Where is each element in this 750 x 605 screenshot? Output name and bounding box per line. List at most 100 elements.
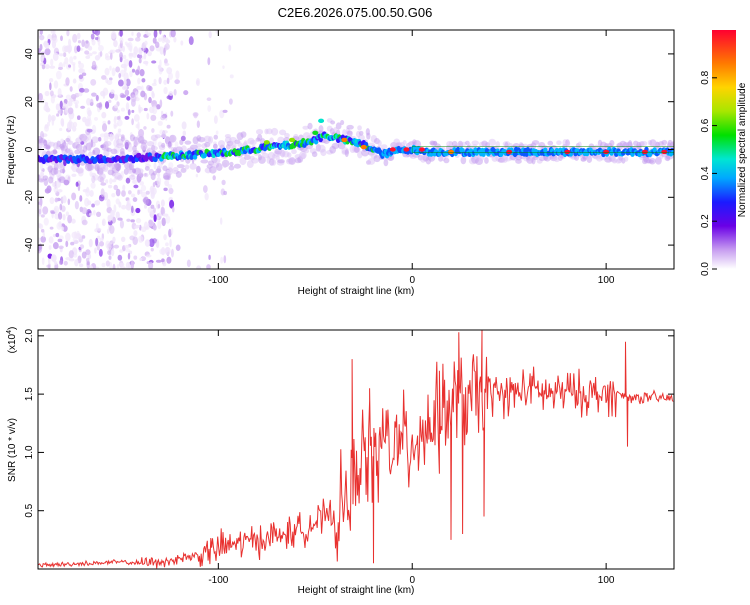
noise-cell [65, 77, 70, 86]
noise-cell [221, 179, 226, 186]
noise-cell [103, 132, 109, 138]
snr-y-tick-label: 1.5 [24, 387, 35, 401]
noise-cell [150, 114, 157, 121]
noise-cell [98, 45, 104, 52]
noise-cell [97, 137, 102, 142]
noise-cell [125, 177, 131, 184]
noise-cell [67, 107, 74, 115]
noise-cell [121, 189, 126, 197]
noise-cell [152, 182, 156, 188]
noise-cell [110, 31, 117, 40]
noise-cell [70, 165, 75, 171]
noise-cell [219, 217, 223, 225]
noise-cell [68, 64, 72, 68]
noise-cell [131, 205, 134, 214]
noise-cell [215, 30, 219, 34]
noise-cell [143, 126, 147, 130]
noise-cell [84, 50, 90, 55]
noise-cell [137, 77, 141, 85]
noise-cell [55, 232, 60, 238]
ridge-halo [146, 141, 155, 147]
ridge-halo [289, 157, 296, 165]
ridge-halo [143, 172, 149, 178]
noise-cell [120, 107, 125, 112]
ridge-halo [240, 131, 247, 138]
noise-cell [70, 241, 75, 246]
heatmap-x-tick-label: 0 [409, 275, 415, 286]
noise-cell [86, 107, 91, 116]
ridge-halo [123, 168, 129, 175]
noise-cell [133, 230, 138, 237]
noise-cell [38, 222, 42, 228]
noise-cell [164, 62, 170, 66]
noise-cell [157, 64, 161, 70]
noise-cell [54, 197, 58, 203]
noise-cell [51, 116, 55, 126]
noise-cell [110, 248, 115, 257]
noise-cell [171, 206, 175, 213]
noise-cell [105, 179, 109, 184]
noise-cell [68, 38, 72, 47]
noise-cell [65, 257, 71, 261]
heatmap-axes: -100 0 100 -40 -20 0 20 40 [24, 30, 674, 286]
snr-x-tick-label: -100 [208, 575, 228, 586]
noise-cell [135, 124, 139, 129]
noise-cell [85, 40, 89, 44]
noise-cell [175, 70, 180, 80]
ridge-halo [48, 176, 54, 184]
noise-cell [192, 112, 199, 117]
noise-cell [206, 97, 212, 101]
ridge-halo [286, 152, 292, 158]
ridge-halo [377, 139, 382, 147]
noise-cell [141, 78, 146, 83]
noise-cell [164, 179, 170, 187]
ridge-halo [75, 143, 83, 151]
noise-cell [78, 247, 82, 253]
noise-cell [146, 84, 152, 92]
ridge-halo [229, 141, 237, 150]
colorbar-tick-label: 0.8 [700, 70, 711, 84]
noise-cell [77, 255, 82, 264]
ridge-halo [200, 159, 209, 164]
ridge-halo [249, 139, 257, 146]
ridge-halo [237, 142, 243, 147]
noise-cell [49, 77, 54, 83]
noise-cell [123, 63, 127, 73]
noise-cell [50, 30, 55, 35]
ridge-halo [139, 139, 148, 145]
noise-cell [127, 109, 131, 116]
ridge-halo [565, 141, 571, 147]
noise-cell [44, 64, 50, 70]
noise-cell [113, 122, 119, 127]
noise-cell [39, 30, 43, 35]
noise-cell [126, 199, 131, 209]
noise-cell [60, 118, 65, 127]
noise-cell [107, 249, 113, 256]
noise-cell [150, 204, 155, 209]
noise-cell [168, 228, 172, 238]
noise-cell [59, 127, 63, 132]
noise-cell [110, 209, 115, 218]
noise-cell [78, 92, 83, 97]
noise-cell [49, 65, 56, 69]
noise-cell [135, 69, 140, 76]
noise-cell [131, 118, 134, 126]
ridge-halo [251, 157, 259, 164]
noise-cell [57, 238, 63, 243]
noise-cell [222, 109, 228, 114]
noise-cell [164, 247, 170, 253]
noise-cell [174, 141, 179, 148]
noise-cell [156, 176, 162, 186]
noise-cell [60, 138, 65, 144]
noise-cell [159, 30, 162, 35]
ridge-halo [346, 130, 353, 138]
noise-cell [72, 33, 78, 43]
noise-cell [116, 116, 121, 120]
ridge-halo [204, 141, 211, 148]
ridge-halo [92, 147, 101, 156]
noise-cell [114, 104, 119, 109]
ridge-halo [184, 140, 192, 145]
noise-cell [204, 192, 209, 201]
noise-cell [65, 232, 71, 242]
noise-cell [90, 33, 95, 40]
